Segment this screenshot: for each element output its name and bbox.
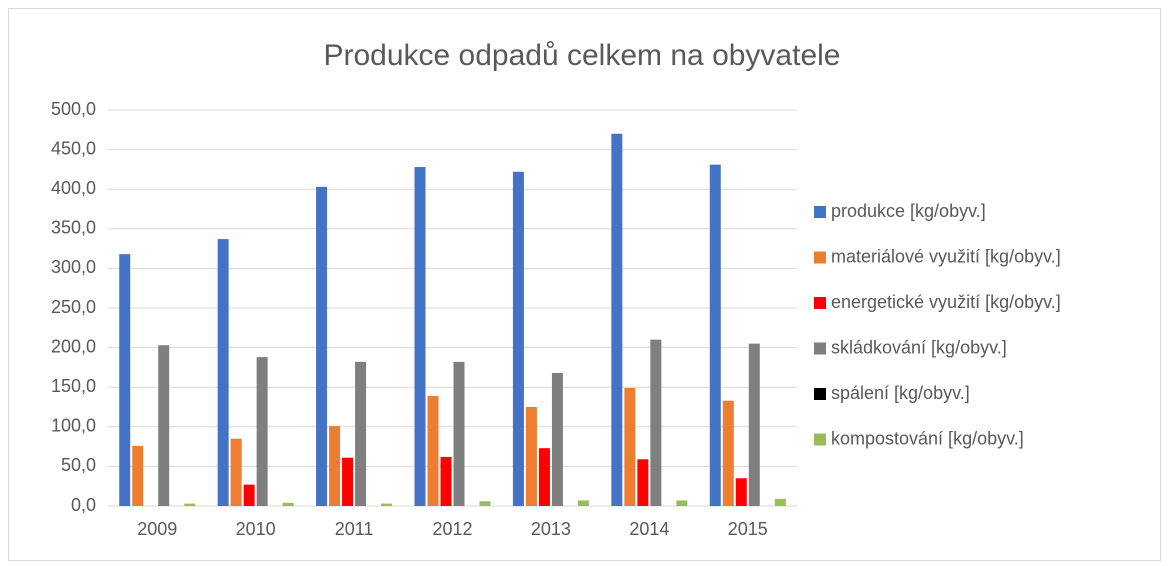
legend-swatch	[814, 434, 826, 446]
bar	[381, 504, 392, 506]
x-tick-label: 2013	[531, 519, 571, 539]
y-tick-label: 150,0	[51, 376, 96, 396]
bar	[342, 458, 353, 506]
bar	[552, 373, 563, 506]
bar	[355, 362, 366, 506]
y-tick-label: 0,0	[71, 495, 96, 515]
chart-title: Produkce odpadů celkem na obyvatele	[323, 39, 840, 72]
bar	[244, 485, 255, 506]
bar	[578, 500, 589, 506]
legend-swatch	[814, 252, 826, 264]
x-tick-label: 2012	[432, 519, 472, 539]
y-tick-label: 350,0	[51, 218, 96, 238]
y-tick-label: 400,0	[51, 178, 96, 198]
bar	[480, 501, 491, 506]
y-tick-label: 50,0	[61, 455, 96, 475]
bar	[428, 396, 439, 506]
y-tick-label: 500,0	[51, 99, 96, 119]
bar	[775, 499, 786, 506]
legend-label: spálení [kg/obyv.]	[831, 383, 970, 403]
bar	[526, 407, 537, 506]
bar	[676, 500, 687, 506]
legend-label: energetické využití [kg/obyv.]	[831, 292, 1061, 312]
x-tick-label: 2010	[236, 519, 276, 539]
bar	[231, 439, 242, 506]
legend-label: kompostování [kg/obyv.]	[831, 428, 1024, 448]
bar	[454, 362, 465, 506]
legend-swatch	[814, 343, 826, 355]
bar	[218, 239, 229, 506]
legend-label: produkce [kg/obyv.]	[831, 201, 986, 221]
y-tick-label: 250,0	[51, 297, 96, 317]
bar	[611, 134, 622, 506]
bar	[158, 345, 169, 506]
legend-swatch	[814, 388, 826, 400]
bar	[637, 459, 648, 506]
bar	[316, 187, 327, 506]
bar	[184, 504, 195, 506]
legend-swatch	[814, 297, 826, 309]
y-tick-label: 100,0	[51, 416, 96, 436]
legend-label: skládkování [kg/obyv.]	[831, 337, 1007, 357]
y-tick-label: 300,0	[51, 257, 96, 277]
bar	[539, 448, 550, 506]
y-tick-label: 450,0	[51, 138, 96, 158]
bar	[329, 426, 340, 506]
bar	[415, 167, 426, 506]
legend-swatch	[814, 206, 826, 218]
bar	[513, 172, 524, 506]
bar	[257, 357, 268, 506]
legend-label: materiálové využití [kg/obyv.]	[831, 246, 1061, 266]
bar	[710, 165, 721, 506]
x-tick-label: 2009	[137, 519, 177, 539]
bar	[119, 254, 130, 506]
bar	[624, 388, 635, 506]
bar	[749, 344, 760, 506]
chart-frame	[9, 9, 1161, 561]
x-tick-label: 2011	[335, 519, 374, 539]
bar	[283, 503, 294, 506]
x-tick-label: 2015	[728, 519, 768, 539]
bar	[736, 478, 747, 506]
x-tick-label: 2014	[629, 519, 669, 539]
bar	[650, 340, 661, 506]
y-tick-label: 200,0	[51, 336, 96, 356]
bar	[132, 446, 143, 506]
bar	[723, 401, 734, 506]
bar	[441, 457, 452, 506]
